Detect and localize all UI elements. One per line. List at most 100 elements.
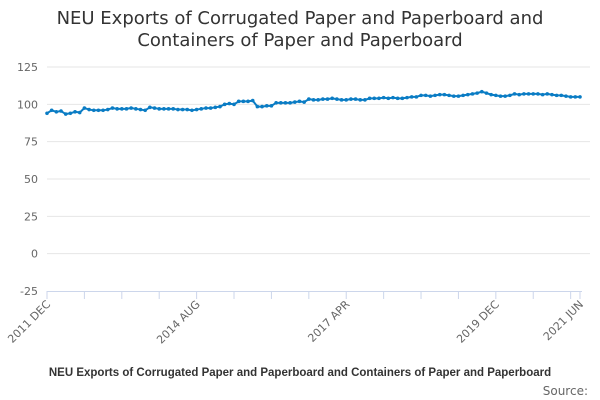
- data-point: [545, 92, 550, 96]
- data-point: [363, 98, 367, 102]
- data-point: [470, 92, 475, 96]
- data-point: [395, 96, 400, 101]
- source-label: Source:: [542, 384, 588, 398]
- data-point: [148, 105, 152, 110]
- y-tick-label: -25: [20, 285, 38, 298]
- data-point: [531, 92, 536, 96]
- y-tick-label: 100: [17, 98, 38, 111]
- data-point: [508, 93, 512, 98]
- data-point: [526, 92, 531, 96]
- data-point: [264, 104, 269, 108]
- data-point: [302, 100, 306, 104]
- data-point: [517, 92, 522, 97]
- data-point: [494, 93, 498, 98]
- data-point: [208, 106, 213, 110]
- data-point: [115, 107, 119, 111]
- data-point: [283, 101, 288, 105]
- data-point: [386, 96, 391, 101]
- data-point: [227, 101, 232, 106]
- data-point: [461, 93, 465, 98]
- data-point: [180, 107, 185, 112]
- data-point: [442, 92, 447, 97]
- chart-title: NEU Exports of Corrugated Paper and Pape…: [0, 8, 600, 52]
- data-point: [349, 97, 353, 101]
- data-point: [498, 94, 503, 98]
- data-point: [250, 98, 255, 103]
- data-point: [185, 107, 190, 112]
- data-point: [409, 95, 414, 99]
- data-point: [255, 104, 260, 109]
- data-point: [110, 106, 115, 110]
- data-point: [437, 92, 442, 97]
- y-tick-label: 125: [17, 61, 38, 74]
- data-point: [166, 107, 171, 111]
- data-point: [456, 94, 461, 98]
- data-point: [451, 94, 456, 98]
- data-point: [49, 108, 54, 113]
- chart-title-line-2: Containers of Paper and Paperboard: [137, 30, 463, 51]
- data-point: [377, 96, 381, 101]
- data-point: [232, 102, 236, 107]
- chart-title-line-1: NEU Exports of Corrugated Paper and Pape…: [56, 8, 544, 29]
- data-point: [367, 96, 372, 101]
- data-point: [171, 107, 176, 111]
- data-point: [91, 108, 96, 113]
- data-point: [274, 101, 278, 105]
- data-point: [559, 93, 564, 98]
- data-point: [218, 104, 222, 109]
- data-point: [87, 107, 91, 112]
- data-point: [278, 101, 283, 105]
- data-point: [68, 111, 73, 116]
- data-point: [400, 96, 405, 101]
- data-point: [316, 98, 320, 102]
- x-tick-label: 2021 JUN: [541, 298, 586, 343]
- data-point: [503, 94, 507, 98]
- data-point: [77, 110, 82, 115]
- y-tick-label: 50: [24, 173, 38, 186]
- data-point: [292, 100, 297, 104]
- data-point: [307, 97, 311, 101]
- data-point: [269, 104, 274, 108]
- x-tick-label: 2019 DEC: [454, 298, 502, 346]
- data-point: [522, 92, 526, 96]
- data-point: [162, 107, 166, 111]
- data-point: [120, 107, 124, 111]
- data-point: [73, 110, 77, 114]
- data-point: [339, 98, 344, 102]
- data-point: [568, 95, 573, 99]
- data-point: [194, 107, 199, 112]
- data-point: [59, 109, 63, 113]
- data-point: [419, 93, 423, 98]
- data-point: [433, 93, 437, 98]
- data-point: [573, 95, 578, 99]
- data-point: [129, 106, 133, 110]
- data-point: [288, 101, 292, 105]
- data-point: [344, 98, 349, 102]
- data-point: [134, 107, 138, 111]
- data-point: [96, 108, 101, 113]
- data-point: [372, 96, 377, 101]
- data-point: [358, 98, 363, 102]
- data-point: [311, 98, 316, 102]
- data-point: [578, 95, 582, 99]
- data-point: [489, 92, 493, 97]
- data-point: [480, 89, 484, 94]
- data-point: [330, 96, 335, 101]
- data-point: [405, 95, 409, 100]
- data-point: [152, 106, 157, 110]
- y-tick-label: 75: [24, 136, 38, 149]
- data-point: [423, 93, 428, 98]
- data-point: [213, 105, 218, 110]
- data-point: [101, 108, 105, 113]
- data-point: [124, 107, 129, 111]
- data-point: [536, 92, 540, 96]
- data-point: [391, 95, 395, 100]
- data-point: [484, 91, 489, 95]
- data-point: [63, 112, 68, 116]
- data-point: [550, 92, 554, 97]
- x-tick-label: 2014 AUG: [154, 298, 203, 347]
- data-point: [447, 93, 451, 98]
- x-tick-label: 2011 DEC: [5, 298, 53, 346]
- data-point: [325, 97, 330, 101]
